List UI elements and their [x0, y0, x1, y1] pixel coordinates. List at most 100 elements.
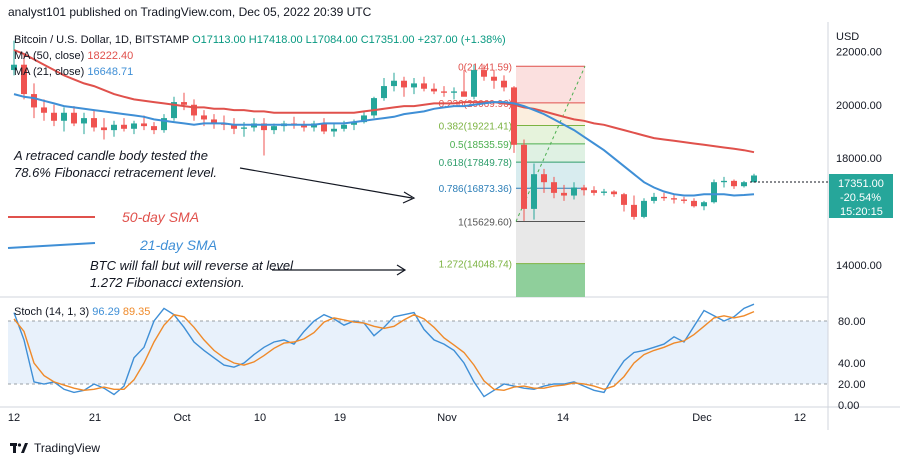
- candle-body: [441, 91, 447, 93]
- candle-body: [171, 102, 177, 119]
- stoch-legend: Stoch (14, 1, 3) 96.29 89.35: [14, 306, 150, 318]
- symbol-legend: Bitcoin / U.S. Dollar, 1D, BITSTAMP O171…: [14, 34, 506, 46]
- candles: [11, 40, 757, 221]
- ma21-label: MA (21, close): [14, 66, 85, 78]
- ohlc-values: O17113.00 H17418.00 L17084.00 C17351.00 …: [192, 34, 506, 46]
- stoch-k-value: 96.29: [92, 306, 120, 318]
- candle-body: [631, 204, 637, 217]
- retrace-arrow-head: [402, 191, 416, 204]
- candle-body: [201, 115, 207, 120]
- candle-body: [131, 123, 137, 129]
- price-tick-label: 20000.00: [836, 100, 882, 112]
- annotations: A retraced candle body tested the 78.6% F…: [7, 148, 830, 290]
- ma50-line: [13, 49, 755, 154]
- stoch-tick-label: 80.00: [838, 316, 866, 328]
- candle-body: [31, 94, 37, 108]
- stoch-tick-label: 40.00: [838, 358, 866, 370]
- candle-body: [731, 180, 737, 187]
- stoch-tick-label: 0.00: [838, 400, 859, 412]
- candle-body: [321, 123, 327, 132]
- candle-body: [671, 198, 677, 200]
- tradingview-logo-icon: [10, 443, 28, 453]
- stoch-label: Stoch (14, 1, 3): [14, 306, 90, 318]
- candle-body: [511, 87, 517, 145]
- candle-body: [151, 126, 157, 131]
- fib-level-label: 1(15629.60): [458, 217, 512, 228]
- candle-body: [241, 127, 247, 129]
- retrace-arrow: [239, 167, 413, 199]
- price-tick-label: 14000.00: [836, 260, 882, 272]
- time-tick-label: Nov: [437, 412, 457, 424]
- candle-body: [471, 70, 477, 97]
- candle-body: [401, 80, 407, 88]
- publisher-line: analyst101 published on TradingView.com,…: [8, 5, 372, 19]
- candle-body: [211, 119, 217, 124]
- fib-level-label: 1.272(14048.74): [439, 260, 512, 271]
- time-tick-label: 12: [8, 412, 20, 424]
- price-chart[interactable]: 0(21441.59)0.236(20069.96)0.382(19221.41…: [0, 22, 900, 440]
- ma21-legend: MA (21, close) 16648.71: [14, 66, 133, 78]
- candle-body: [121, 124, 127, 129]
- candle-body: [101, 127, 107, 131]
- badge-countdown: 15:20:15: [840, 206, 883, 218]
- candle-body: [51, 112, 57, 121]
- candle-body: [341, 124, 347, 129]
- fib-extension-zone: [516, 263, 585, 297]
- candle-body: [521, 144, 527, 209]
- candle-body: [651, 196, 657, 201]
- stoch-k-line: [13, 303, 755, 398]
- candle-body: [21, 64, 27, 95]
- candle-body: [381, 86, 387, 99]
- ma21-line: [13, 93, 755, 197]
- candle-body: [571, 187, 577, 196]
- candle-body: [331, 128, 337, 132]
- candle-body: [501, 80, 507, 88]
- candle-body: [41, 107, 47, 113]
- retrace-note-line-1: A retraced candle body tested the: [13, 148, 208, 163]
- time-tick-label: Oct: [173, 412, 190, 424]
- publish-header: analyst101 published on TradingView.com,…: [0, 0, 900, 22]
- candle-body: [181, 102, 187, 105]
- candle-body: [621, 194, 627, 205]
- stoch-band: [8, 321, 828, 384]
- price-currency: USD: [836, 31, 859, 43]
- fib-trend-line: [515, 66, 586, 222]
- candle-body: [451, 91, 457, 93]
- candle-body: [71, 112, 77, 124]
- time-tick-label: 12: [794, 412, 806, 424]
- sma21-key-line: [7, 242, 96, 249]
- price-tick-label: 18000.00: [836, 153, 882, 165]
- symbol-name: Bitcoin / U.S. Dollar, 1D, BITSTAMP: [14, 34, 190, 46]
- ma50-value: 18222.40: [87, 50, 134, 62]
- candle-body: [581, 187, 587, 191]
- candle-body: [421, 83, 427, 89]
- candle-body: [301, 124, 307, 128]
- candle-body: [411, 83, 417, 88]
- fib-level-label: 0.382(19221.41): [439, 122, 512, 133]
- candle-body: [141, 123, 147, 127]
- fib-level-label: 0(21441.59): [458, 62, 512, 73]
- candle-body: [721, 180, 727, 183]
- btc-note-line-2: 1.272 Fibonacci extension.: [90, 275, 245, 290]
- fib-zone: [516, 221, 585, 264]
- candle-body: [361, 115, 367, 123]
- candle-body: [81, 118, 87, 124]
- time-tick-label: 14: [557, 412, 569, 424]
- candle-body: [541, 174, 547, 183]
- candle-body: [641, 200, 647, 217]
- candle-body: [751, 175, 757, 183]
- btc-note-line-1: BTC will fall but will reverse at level: [90, 258, 294, 273]
- stoch-d-line: [13, 310, 755, 392]
- candle-body: [561, 192, 567, 196]
- candle-body: [741, 182, 747, 187]
- sma50-label: 50-day SMA: [122, 209, 199, 225]
- candle-body: [391, 80, 397, 87]
- stoch-d-value: 89.35: [122, 306, 151, 318]
- candle-body: [461, 91, 467, 97]
- candle-body: [681, 199, 687, 201]
- candle-body: [551, 182, 557, 193]
- candle-body: [661, 196, 667, 199]
- candle-body: [691, 200, 697, 207]
- candle-body: [231, 124, 237, 129]
- candle-body: [701, 202, 707, 207]
